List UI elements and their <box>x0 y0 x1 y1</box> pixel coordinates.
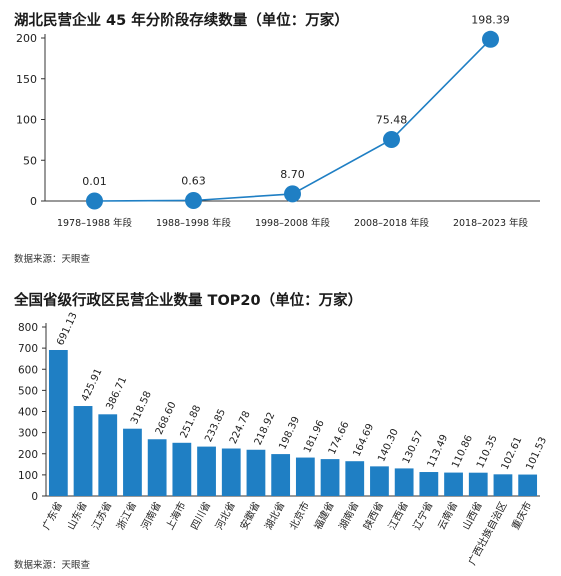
y-tick-label: 100 <box>16 114 37 127</box>
bar <box>444 472 463 496</box>
x-tick-label: 辽宁省 <box>410 499 436 532</box>
bar <box>98 414 118 496</box>
bar <box>370 466 389 496</box>
data-label: 113.49 <box>426 433 451 469</box>
data-label: 198.39 <box>471 13 510 26</box>
bar <box>48 349 68 496</box>
data-label: 0.01 <box>82 175 107 188</box>
y-tick-label: 300 <box>18 428 38 440</box>
x-tick-label: 湖南省 <box>336 499 362 532</box>
x-tick-label: 河南省 <box>138 499 164 532</box>
data-label: 75.48 <box>376 113 408 126</box>
data-point <box>284 185 301 203</box>
bar <box>518 474 538 496</box>
bar <box>221 448 241 496</box>
data-label: 181.96 <box>302 418 327 454</box>
data-label: 251.88 <box>179 404 204 440</box>
bar <box>468 472 488 496</box>
bar <box>271 454 291 496</box>
line-chart-source: 数据来源：天眼查 <box>14 254 91 265</box>
bar <box>345 461 365 496</box>
data-label: 101.53 <box>524 435 549 471</box>
x-tick-label: 云南省 <box>435 499 461 532</box>
y-tick-label: 150 <box>16 73 37 86</box>
x-tick-label: 安徽省 <box>237 499 263 532</box>
y-tick-label: 800 <box>18 322 38 334</box>
bar <box>147 439 167 496</box>
data-label: 386.71 <box>104 375 129 411</box>
line-chart: 0 50 100 150 200 1978–1988 年段 1988–1998 年段 1998… <box>16 13 540 229</box>
data-label: 198.39 <box>277 415 302 451</box>
x-tick-label: 陕西省 <box>361 499 387 532</box>
x-tick-label: 河北省 <box>212 499 238 532</box>
x-tick-label: 1988–1998 年段 <box>156 217 232 229</box>
data-label: 110.35 <box>475 434 500 470</box>
bar <box>172 442 192 496</box>
data-point <box>86 192 103 210</box>
data-label: 174.66 <box>327 420 352 456</box>
x-tick-label: 四川省 <box>188 499 214 532</box>
data-label: 164.69 <box>351 422 376 458</box>
data-label: 233.85 <box>203 407 228 443</box>
data-label: 102.61 <box>500 435 525 471</box>
x-tick-label: 1978–1988 年段 <box>57 217 133 229</box>
y-tick-label: 0 <box>30 195 37 208</box>
bar <box>73 406 93 496</box>
x-tick-label: 山西省 <box>459 499 485 532</box>
y-tick-label: 200 <box>18 449 38 461</box>
y-tick-label: 400 <box>18 407 38 419</box>
x-tick-label: 北京市 <box>286 499 312 532</box>
x-tick-label: 福建省 <box>311 499 337 532</box>
data-label: 140.30 <box>376 427 401 463</box>
data-point <box>185 191 202 209</box>
data-label: 0.63 <box>181 174 206 187</box>
bar <box>394 468 414 496</box>
data-label: 318.58 <box>129 390 154 426</box>
y-tick-label: 0 <box>31 491 38 503</box>
data-label: 110.86 <box>450 433 475 469</box>
x-tick-label: 广东省 <box>39 499 65 532</box>
bar-chart-source: 数据来源：天眼查 <box>14 560 91 571</box>
y-tick-label: 600 <box>18 364 38 376</box>
bar <box>320 459 340 496</box>
x-tick-label: 上海市 <box>163 499 189 532</box>
bar <box>295 457 315 496</box>
data-label: 425.91 <box>80 367 105 403</box>
x-tick-label: 湖北省 <box>262 499 288 532</box>
y-tick-label: 200 <box>16 32 37 45</box>
x-tick-label: 1998–2008 年段 <box>255 217 331 229</box>
data-label: 268.60 <box>154 400 179 436</box>
x-tick-label: 山东省 <box>64 499 90 532</box>
data-point <box>482 30 499 48</box>
bar <box>493 474 513 496</box>
y-tick-label: 100 <box>18 470 38 482</box>
data-label: 8.70 <box>280 168 305 181</box>
x-tick-label: 江苏省 <box>89 499 115 532</box>
x-tick-label: 2008–2018 年段 <box>354 217 430 229</box>
data-label: 691.13 <box>55 311 80 347</box>
x-tick-label: 江西省 <box>385 499 411 532</box>
x-tick-label: 浙江省 <box>114 499 140 532</box>
bar-chart-title: 全国省级行政区民营企业数量 TOP20（单位：万家） <box>14 293 363 309</box>
y-tick-label: 50 <box>23 154 37 167</box>
line-chart-title: 湖北民营企业 45 年分阶段存续数量（单位：万家） <box>14 13 349 29</box>
y-tick-label: 500 <box>18 385 38 397</box>
bar <box>419 472 439 496</box>
y-tick-label: 700 <box>18 343 38 355</box>
data-label: 224.78 <box>228 409 253 445</box>
x-tick-label: 重庆市 <box>509 499 535 532</box>
data-label: 218.92 <box>253 411 278 447</box>
bar <box>123 428 142 496</box>
x-tick-label: 2018–2023 年段 <box>453 217 529 229</box>
bar <box>197 446 216 496</box>
data-label: 130.57 <box>401 429 426 465</box>
data-point <box>383 130 400 148</box>
bar <box>246 449 266 496</box>
